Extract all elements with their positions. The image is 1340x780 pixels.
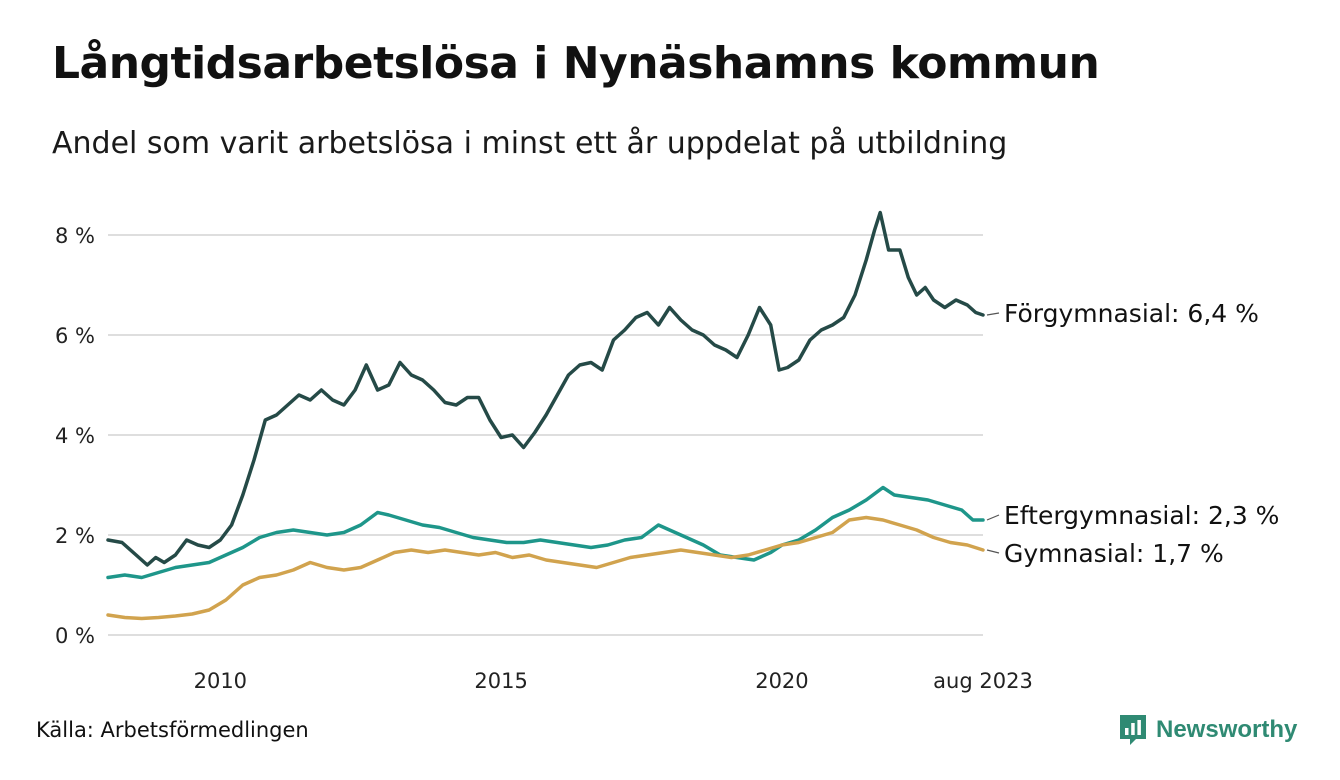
series-line-eftergymnasial (106, 485, 985, 580)
chart-subtitle: Andel som varit arbetslösa i minst ett å… (52, 126, 1008, 161)
y-tick-label: 6 % (55, 324, 95, 348)
y-tick-label: 0 % (55, 624, 95, 648)
brand-name: Newsworthy (1156, 716, 1298, 743)
x-tick-label: aug 2023 (933, 669, 1033, 693)
chart-title: Långtidsarbetslösa i Nynäshamns kommun (52, 38, 1100, 89)
x-tick-label: 2015 (474, 669, 527, 693)
series-end-label-förgymnasial: Förgymnasial: 6,4 % (1004, 299, 1259, 328)
series-line-gymnasial (106, 515, 985, 621)
series-end-labels: Förgymnasial: 6,4 % Eftergymnasial: 2,3 %… (986, 299, 1279, 568)
x-tick-label: 2020 (755, 669, 808, 693)
x-axis-ticks: 2010 2015 2020 aug 2023 (194, 669, 1033, 693)
gridlines (108, 234, 983, 636)
y-tick-label: 4 % (55, 424, 95, 448)
label-leader-line (986, 312, 1000, 316)
y-tick-label: 8 % (55, 224, 95, 248)
label-leader-line (986, 549, 1000, 554)
y-tick-label: 2 % (55, 524, 95, 548)
series-end-label-eftergymnasial: Eftergymnasial: 2,3 % (1004, 501, 1279, 530)
label-leader-line (986, 514, 1000, 521)
x-tick-label: 2010 (194, 669, 247, 693)
newsworthy-logo-icon (1120, 715, 1146, 745)
series-line-förgymnasial (106, 210, 985, 567)
source-note: Källa: Arbetsförmedlingen (36, 718, 309, 742)
newsworthy-logo: Newsworthy (1118, 712, 1297, 748)
series-end-label-gymnasial: Gymnasial: 1,7 % (1004, 539, 1224, 568)
y-axis-ticks: 0 % 2 % 4 % 6 % 8 % (55, 224, 95, 648)
line-chart: 0 % 2 % 4 % 6 % 8 % 2010 2015 2020 aug 2023 För… (55, 210, 1279, 693)
series-lines (106, 210, 985, 621)
